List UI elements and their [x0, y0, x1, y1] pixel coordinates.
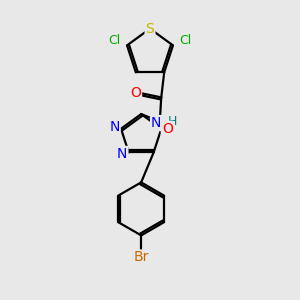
Text: Br: Br [134, 250, 149, 265]
Text: N: N [109, 120, 120, 134]
Text: N: N [117, 147, 128, 161]
Text: O: O [162, 122, 173, 136]
Text: O: O [130, 86, 141, 100]
Text: H: H [167, 115, 177, 128]
Text: Cl: Cl [179, 34, 191, 46]
Text: Cl: Cl [109, 34, 121, 46]
Text: S: S [146, 22, 154, 36]
Text: N: N [151, 116, 161, 130]
